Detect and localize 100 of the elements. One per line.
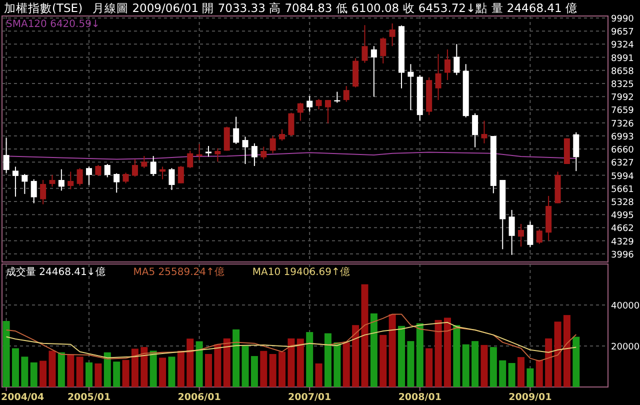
candlestick <box>408 64 414 111</box>
bar <box>260 350 268 387</box>
y-tick-label: 9324 <box>611 40 634 51</box>
candlestick <box>205 146 212 158</box>
candlestick <box>324 100 331 124</box>
candlestick <box>343 86 350 102</box>
candlestick <box>141 156 148 169</box>
y-tick-label: 5661 <box>611 184 634 195</box>
bar <box>223 338 230 387</box>
bar <box>398 326 406 387</box>
x-tick-label: 2008/01 <box>398 392 442 403</box>
text: SMA120 6420.59↓ <box>6 19 100 30</box>
bar <box>86 362 93 387</box>
bar <box>342 342 350 387</box>
y-tick-label: 20000 <box>611 342 640 352</box>
bar <box>499 360 506 387</box>
y-tick-label: 8658 <box>611 66 634 77</box>
y-tick-label: 8325 <box>611 80 634 90</box>
bar <box>563 315 570 387</box>
bar <box>361 284 368 387</box>
bar <box>444 318 451 387</box>
candlestick <box>68 171 74 190</box>
line-series <box>6 314 577 362</box>
y-tick-label: 6993 <box>611 132 634 142</box>
candlestick <box>3 138 10 174</box>
candlestick <box>214 148 221 162</box>
bar <box>388 314 396 387</box>
x-tick-label: 2007/01 <box>288 392 332 403</box>
candlestick <box>49 174 56 188</box>
candlestick <box>334 91 340 104</box>
bar <box>140 347 148 387</box>
candlestick <box>270 136 276 154</box>
candlestick <box>114 172 120 194</box>
bar <box>434 320 442 387</box>
bar <box>30 362 38 387</box>
y-tick-label: 4329 <box>611 237 634 248</box>
candlestick <box>224 126 230 152</box>
bar <box>58 352 65 387</box>
y-tick-label: 5328 <box>611 198 634 208</box>
y-tick-label: 6327 <box>611 158 634 169</box>
candlestick <box>536 228 542 244</box>
candlestick <box>472 112 478 148</box>
bar <box>214 344 222 387</box>
y-tick-label: 3996 <box>611 250 634 260</box>
x-tick-label: 2006/01 <box>178 392 221 403</box>
candlestick <box>316 98 322 110</box>
annotation: 成交量 24468.41↓億 <box>6 266 106 278</box>
bar <box>204 354 212 387</box>
bar <box>426 348 433 387</box>
bar <box>104 352 111 387</box>
bar <box>288 338 295 387</box>
bar <box>242 346 249 387</box>
bar <box>370 313 378 387</box>
chart-title: 加權指數(TSE) <box>4 1 83 15</box>
bar <box>407 341 414 387</box>
candlestick <box>306 96 313 112</box>
candlestick <box>30 178 37 204</box>
x-tick-label: 2005/01 <box>67 392 111 403</box>
bar <box>462 344 470 387</box>
y-tick-label: 8991 <box>611 54 634 64</box>
candlestick <box>242 136 248 164</box>
candlestick <box>58 168 64 192</box>
candlestick <box>122 172 129 184</box>
bar <box>472 341 479 387</box>
candlestick <box>288 112 294 137</box>
y-tick-label: 7659 <box>611 106 634 116</box>
candlestick <box>95 164 102 176</box>
y-tick-label: 40000 <box>611 302 640 312</box>
candlestick <box>76 168 83 186</box>
text: MA10 19406.69↑億 <box>252 266 350 278</box>
y-tick-label: 7992 <box>611 93 634 104</box>
bar <box>278 352 286 387</box>
candlestick <box>380 36 386 64</box>
chart-subtitle: 月線圖 2009/06/01 開 7033.33 高 7084.83 低 6100.08 收 6453.72↓點 量 24468.41 億 <box>92 1 578 15</box>
candlestick <box>444 48 450 81</box>
y-tick-label: 4662 <box>611 224 634 234</box>
candlestick <box>279 128 286 142</box>
line-series <box>6 322 577 358</box>
y-tick-label: 4995 <box>611 211 634 222</box>
candlestick <box>297 102 304 122</box>
text: MA5 25589.24↑億 <box>133 266 224 278</box>
y-tick-label: 7326 <box>611 119 634 130</box>
candlestick <box>86 166 92 186</box>
bar <box>545 338 552 387</box>
bar <box>324 333 332 387</box>
bar <box>232 329 240 387</box>
bar <box>296 338 304 387</box>
candlestick <box>233 116 240 144</box>
candlestick <box>362 24 368 64</box>
bar <box>186 338 194 387</box>
bar <box>380 334 387 387</box>
bar <box>490 347 497 387</box>
candlestick <box>454 44 460 76</box>
bar <box>306 332 314 387</box>
candlestick <box>370 46 377 98</box>
candlestick <box>260 146 267 160</box>
x-tick-label: 2004/04 <box>1 392 45 403</box>
bar <box>517 357 524 387</box>
bar <box>67 354 74 387</box>
candlestick <box>12 166 18 198</box>
